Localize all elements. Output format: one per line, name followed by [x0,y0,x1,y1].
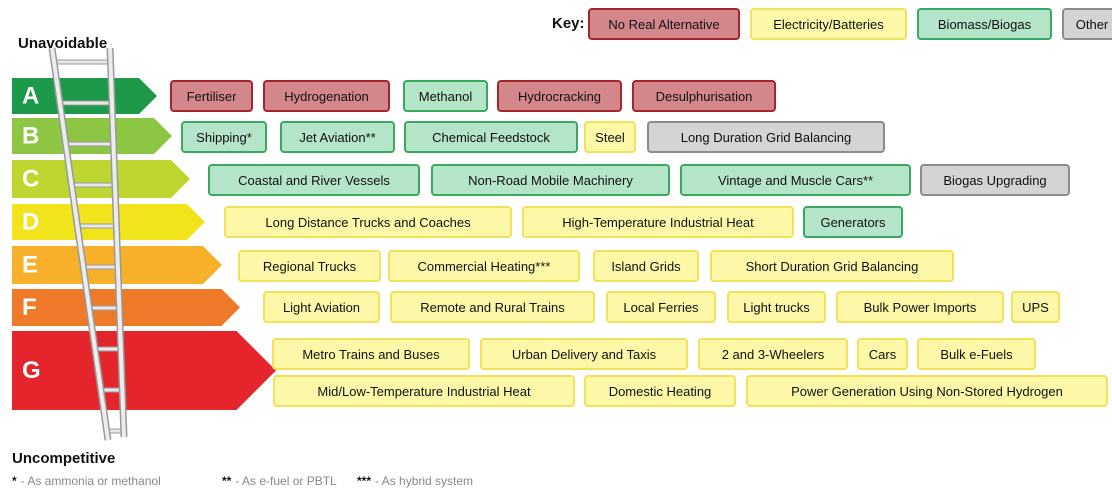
use-case: Long Duration Grid Balancing [647,121,885,153]
grade-arrow [12,331,276,410]
key-item: Electricity/Batteries [750,8,907,40]
grade-letter: D [22,208,39,235]
footnote-text: - As e-fuel or PBTL [235,474,336,488]
grade-letter: B [22,122,39,149]
use-case: Urban Delivery and Taxis [480,338,688,370]
key-label: Key: [552,15,585,32]
use-case: Light trucks [727,291,826,323]
ladder-graphic: ABCDEF G [0,0,1112,489]
footnote-text: - As ammonia or methanol [21,474,161,488]
hydrogen-ladder: ABCDEF G Key: Unavoidable Uncompetitive N… [0,0,1112,489]
grade-letter: C [22,165,39,192]
use-case: Commercial Heating*** [388,250,580,282]
bottom-label: Uncompetitive [12,450,115,467]
use-case: Non-Road Mobile Machinery [431,164,670,196]
use-case: Steel [584,121,636,153]
use-case: Domestic Heating [584,375,736,407]
use-case: UPS [1011,291,1060,323]
use-case: Regional Trucks [238,250,381,282]
use-case: High-Temperature Industrial Heat [522,206,794,238]
footnote: * - As ammonia or methanol [12,474,161,488]
footnote-mark: ** [222,474,231,488]
use-case: Short Duration Grid Balancing [710,250,954,282]
use-case: Bulk Power Imports [836,291,1004,323]
use-case: Fertiliser [170,80,253,112]
use-case: Generators [803,206,903,238]
use-case: Vintage and Muscle Cars** [680,164,911,196]
key-item: Other [1062,8,1112,40]
use-case: Local Ferries [606,291,716,323]
use-case: Bulk e-Fuels [917,338,1036,370]
use-case: Light Aviation [263,291,380,323]
grade-arrow [12,289,240,326]
key-item: Biomass/Biogas [917,8,1052,40]
use-case: Biogas Upgrading [920,164,1070,196]
grade-arrow [12,204,205,240]
use-case: Methanol [403,80,488,112]
grade-letter: G [22,357,41,384]
footnote-mark: * [12,474,17,488]
use-case: Power Generation Using Non-Stored Hydrog… [746,375,1108,407]
use-case: Coastal and River Vessels [208,164,420,196]
use-case: Remote and Rural Trains [390,291,595,323]
grade-letter: F [22,294,37,321]
use-case: 2 and 3-Wheelers [698,338,848,370]
grade-letter: E [22,251,38,278]
top-label: Unavoidable [18,35,107,52]
key-item: No Real Alternative [588,8,740,40]
use-case: Hydrogenation [263,80,390,112]
use-case: Jet Aviation** [280,121,395,153]
footnote-text: - As hybrid system [375,474,473,488]
footnote: *** - As hybrid system [357,474,473,488]
use-case: Long Distance Trucks and Coaches [224,206,512,238]
use-case: Island Grids [593,250,699,282]
footnote: ** - As e-fuel or PBTL [222,474,337,488]
use-case: Cars [857,338,908,370]
use-case: Desulphurisation [632,80,776,112]
footnote-mark: *** [357,474,371,488]
use-case: Chemical Feedstock [404,121,578,153]
use-case: Metro Trains and Buses [272,338,470,370]
use-case: Hydrocracking [497,80,622,112]
use-case: Shipping* [181,121,267,153]
grade-letter: A [22,82,39,109]
use-case: Mid/Low-Temperature Industrial Heat [273,375,575,407]
